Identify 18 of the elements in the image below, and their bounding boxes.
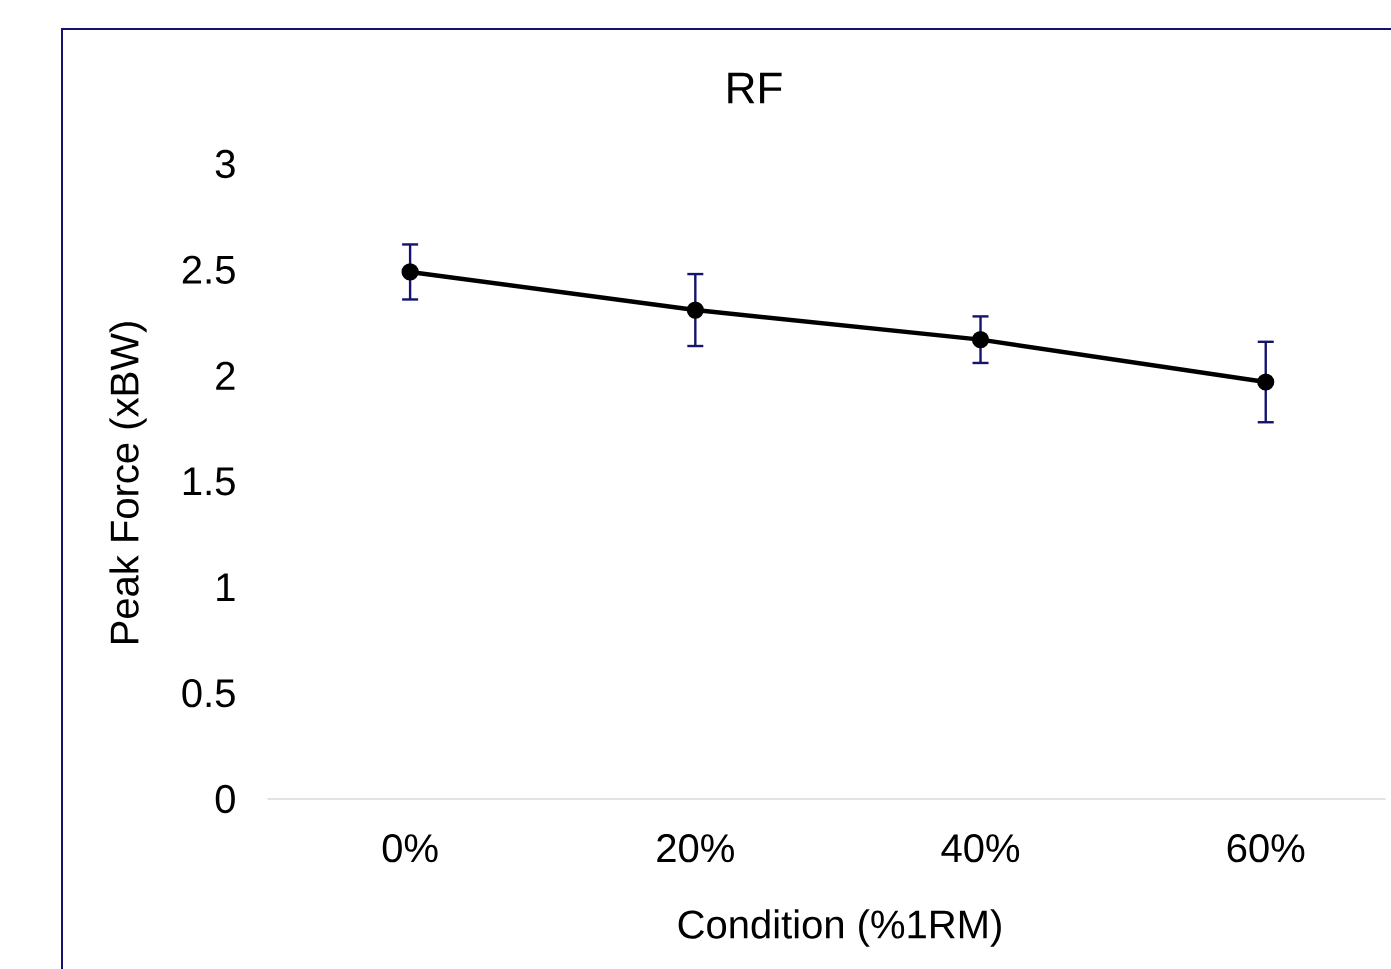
y-tick-label: 2 xyxy=(216,361,235,390)
y-axis-title: Peak Force (xBW) xyxy=(109,322,147,644)
y-tick-label: 2.5 xyxy=(182,255,235,284)
x-tick-label: 60% xyxy=(1227,834,1305,863)
y-tick-label: 3 xyxy=(215,149,235,179)
x-tick-label: 40% xyxy=(941,834,1020,863)
y-tick-label: 1 xyxy=(217,573,235,602)
point xyxy=(1257,373,1275,391)
x-tick-label: 20% xyxy=(657,834,734,863)
chart-title: RF xyxy=(728,72,782,104)
point xyxy=(401,263,419,281)
point xyxy=(971,331,990,349)
point xyxy=(686,301,704,319)
y-tick-label: 0 xyxy=(215,784,235,814)
y-tick-label: 0.5 xyxy=(182,679,235,708)
y-tick-label: 1.5 xyxy=(183,467,235,496)
x-axis-title: Condition (%1RM) xyxy=(678,909,1001,947)
x-tick-label: 0% xyxy=(382,834,438,863)
